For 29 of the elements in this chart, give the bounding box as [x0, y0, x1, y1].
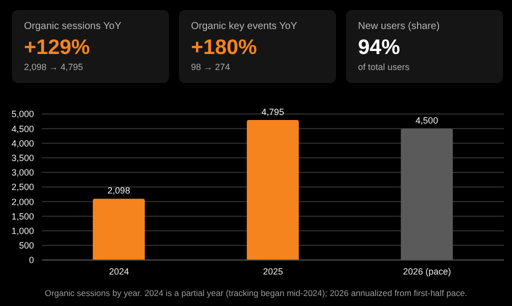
- y-tick-label: 5,000: [11, 109, 34, 120]
- data-label: 4,795: [262, 106, 284, 117]
- text: Organic sessions YoY: [24, 20, 122, 33]
- text: 98 → 274: [191, 61, 232, 73]
- data-label: 2,098: [108, 186, 130, 196]
- y-tick-label: 3,500: [11, 152, 34, 163]
- y-tick-label: 2,000: [11, 196, 34, 207]
- x-tick-label: 2024: [108, 266, 130, 276]
- y-tick-label: 1,000: [11, 226, 34, 236]
- text: New users (share): [358, 20, 441, 33]
- text: +129%: [24, 35, 91, 61]
- data-label: 4,500: [416, 116, 438, 126]
- bar: [246, 120, 299, 260]
- text: +180%: [191, 35, 258, 61]
- y-tick-label: 4,500: [11, 124, 34, 134]
- text: 94%: [358, 35, 402, 61]
- y-tick-label: 0: [28, 255, 34, 266]
- x-tick-label: 2026 (pace): [402, 266, 452, 276]
- text: Organic sessions by year. 2024 is a partial year (tracking began mid-2024); 2026 annualized from first-half pace.: [44, 288, 468, 298]
- y-tick-label: 3,000: [11, 168, 34, 178]
- text: 2,098 → 4,795: [24, 61, 84, 73]
- text: of total users: [358, 61, 411, 73]
- y-tick-label: 1,500: [11, 211, 34, 222]
- x-tick-label: 2025: [262, 266, 284, 276]
- y-tick-label: 2,500: [11, 182, 34, 192]
- bar: [92, 198, 145, 260]
- y-tick-label: 4,000: [11, 138, 34, 148]
- y-tick-label: 500: [18, 240, 34, 251]
- text: Organic key events YoY: [191, 20, 298, 33]
